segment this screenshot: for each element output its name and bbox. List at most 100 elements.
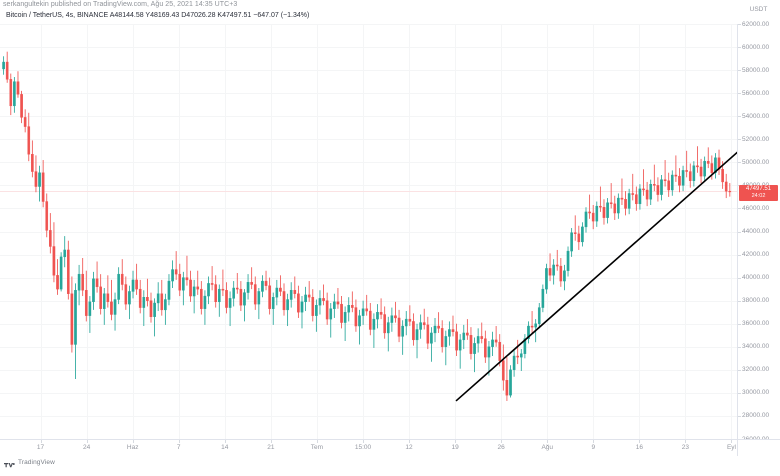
price-tick-mark	[738, 415, 741, 417]
time-scale[interactable]: 17 24 Haz 7 14 21 Tem 15:00 12 19 26 Ağu 9 16 23 Eyl	[0, 439, 737, 456]
price-tick-label: 58000.00	[742, 66, 770, 74]
price-tick-mark	[738, 231, 741, 233]
vertical-gridline	[501, 24, 503, 439]
price-tick-mark	[738, 116, 741, 118]
vertical-gridline	[362, 24, 364, 439]
horizontal-gridline	[0, 231, 737, 233]
horizontal-gridline	[0, 139, 737, 141]
price-tick-mark	[738, 47, 741, 49]
time-tick-mark	[593, 440, 595, 443]
horizontal-gridline	[0, 254, 737, 256]
time-tick-label: 7	[176, 444, 181, 451]
vertical-gridline	[40, 24, 42, 439]
horizontal-gridline	[0, 323, 737, 325]
vertical-gridline	[224, 24, 226, 439]
time-tick-mark	[178, 440, 180, 443]
time-tick-label: Eyl	[726, 444, 736, 451]
candlestick-series	[2, 51, 732, 401]
price-scale[interactable]: 62000.00 60000.00 58000.00 56000.00 54000.00…	[737, 21, 780, 443]
price-tick-label: 52000.00	[742, 135, 770, 143]
price-scale-unit: USDT	[749, 6, 768, 13]
time-tick-label: 23	[681, 444, 690, 451]
chart-plot-area[interactable]	[0, 24, 737, 439]
time-tick-mark	[501, 440, 503, 443]
drawing-overlay[interactable]	[0, 24, 737, 439]
time-tick-mark	[132, 440, 134, 443]
time-tick-label: 16	[635, 444, 643, 451]
symbol-legend[interactable]: Bitcoin / TetherUS, 4s, BINANCE A48144.5…	[6, 12, 309, 19]
tradingview-logo[interactable]: TradingView	[4, 458, 55, 468]
horizontal-gridline	[0, 162, 737, 164]
price-tick-mark	[738, 323, 741, 325]
price-tick-label: 44000.00	[742, 228, 770, 235]
legend-symbol-text: Bitcoin / TetherUS, 4s, BINANCE A48144.5…	[6, 12, 310, 19]
horizontal-gridline	[0, 277, 737, 279]
price-tick-label: 36000.00	[742, 320, 770, 328]
current-price-value: 47497.51	[745, 186, 772, 193]
vertical-gridline	[409, 24, 411, 439]
time-tick-mark	[455, 440, 457, 443]
horizontal-gridline	[0, 24, 737, 25]
price-tick-mark	[738, 300, 741, 302]
price-tick-mark	[738, 70, 741, 72]
price-tick-label: 34000.00	[742, 343, 770, 351]
price-tick-label: 30000.00	[742, 389, 770, 397]
current-price-line	[0, 191, 737, 193]
horizontal-gridline	[0, 346, 737, 348]
time-tick-label: 21	[267, 444, 275, 451]
horizontal-gridline	[0, 93, 737, 95]
vertical-gridline	[86, 24, 88, 439]
ascending-trendline-drawing[interactable]	[455, 136, 737, 402]
bar-countdown: 24:02	[751, 192, 766, 199]
time-tick-label: 14	[221, 444, 229, 451]
horizontal-gridline	[0, 208, 737, 210]
time-tick-label: 19	[451, 444, 459, 451]
vertical-gridline	[132, 24, 134, 439]
vertical-gridline	[685, 24, 687, 439]
time-tick-mark	[731, 440, 733, 443]
price-tick-label: 50000.00	[742, 158, 770, 166]
tradingview-mark-icon	[4, 458, 15, 468]
price-tick-label: 56000.00	[742, 89, 770, 97]
time-tick-label: 12	[405, 444, 413, 451]
vertical-gridline	[455, 24, 457, 439]
publish-watermark: serkangultekin published on TradingView.…	[3, 1, 238, 8]
price-tick-mark	[738, 208, 741, 210]
time-tick-label: 15:00	[354, 444, 372, 451]
time-tick-mark	[639, 440, 641, 443]
price-tick-mark	[738, 277, 741, 279]
time-tick-mark	[224, 440, 226, 443]
time-tick-label: 24	[82, 444, 91, 451]
price-tick-label: 60000.00	[742, 43, 770, 51]
current-price-badge[interactable]: 47497.51 24:02	[739, 185, 778, 201]
price-tick-label: 46000.00	[742, 204, 770, 212]
time-tick-mark	[547, 440, 549, 443]
price-tick-label: 54000.00	[742, 112, 770, 120]
time-tick-label: Ağu	[541, 444, 554, 451]
price-tick-mark	[738, 369, 741, 371]
price-tick-mark	[738, 254, 741, 256]
horizontal-gridline	[0, 392, 737, 394]
time-scale-corner	[737, 439, 780, 456]
time-tick-mark	[685, 440, 687, 443]
horizontal-gridline	[0, 70, 737, 72]
vertical-gridline	[547, 24, 549, 439]
horizontal-gridline	[0, 116, 737, 118]
tradingview-wordmark: TradingView	[18, 458, 55, 466]
price-tick-mark	[738, 162, 741, 164]
vertical-gridline	[178, 24, 180, 439]
price-tick-mark	[738, 346, 741, 348]
price-tick-mark	[738, 93, 741, 95]
time-tick-mark	[316, 440, 318, 443]
vertical-gridline	[316, 24, 318, 439]
price-tick-label: 40000.00	[742, 274, 770, 282]
time-tick-label: 17	[36, 444, 45, 451]
vertical-gridline	[593, 24, 595, 439]
horizontal-gridline	[0, 300, 737, 302]
time-tick-mark	[40, 440, 42, 443]
vertical-gridline	[270, 24, 272, 439]
time-tick-label: Tem	[310, 444, 324, 451]
price-tick-label: 38000.00	[742, 297, 770, 305]
horizontal-gridline	[0, 369, 737, 371]
